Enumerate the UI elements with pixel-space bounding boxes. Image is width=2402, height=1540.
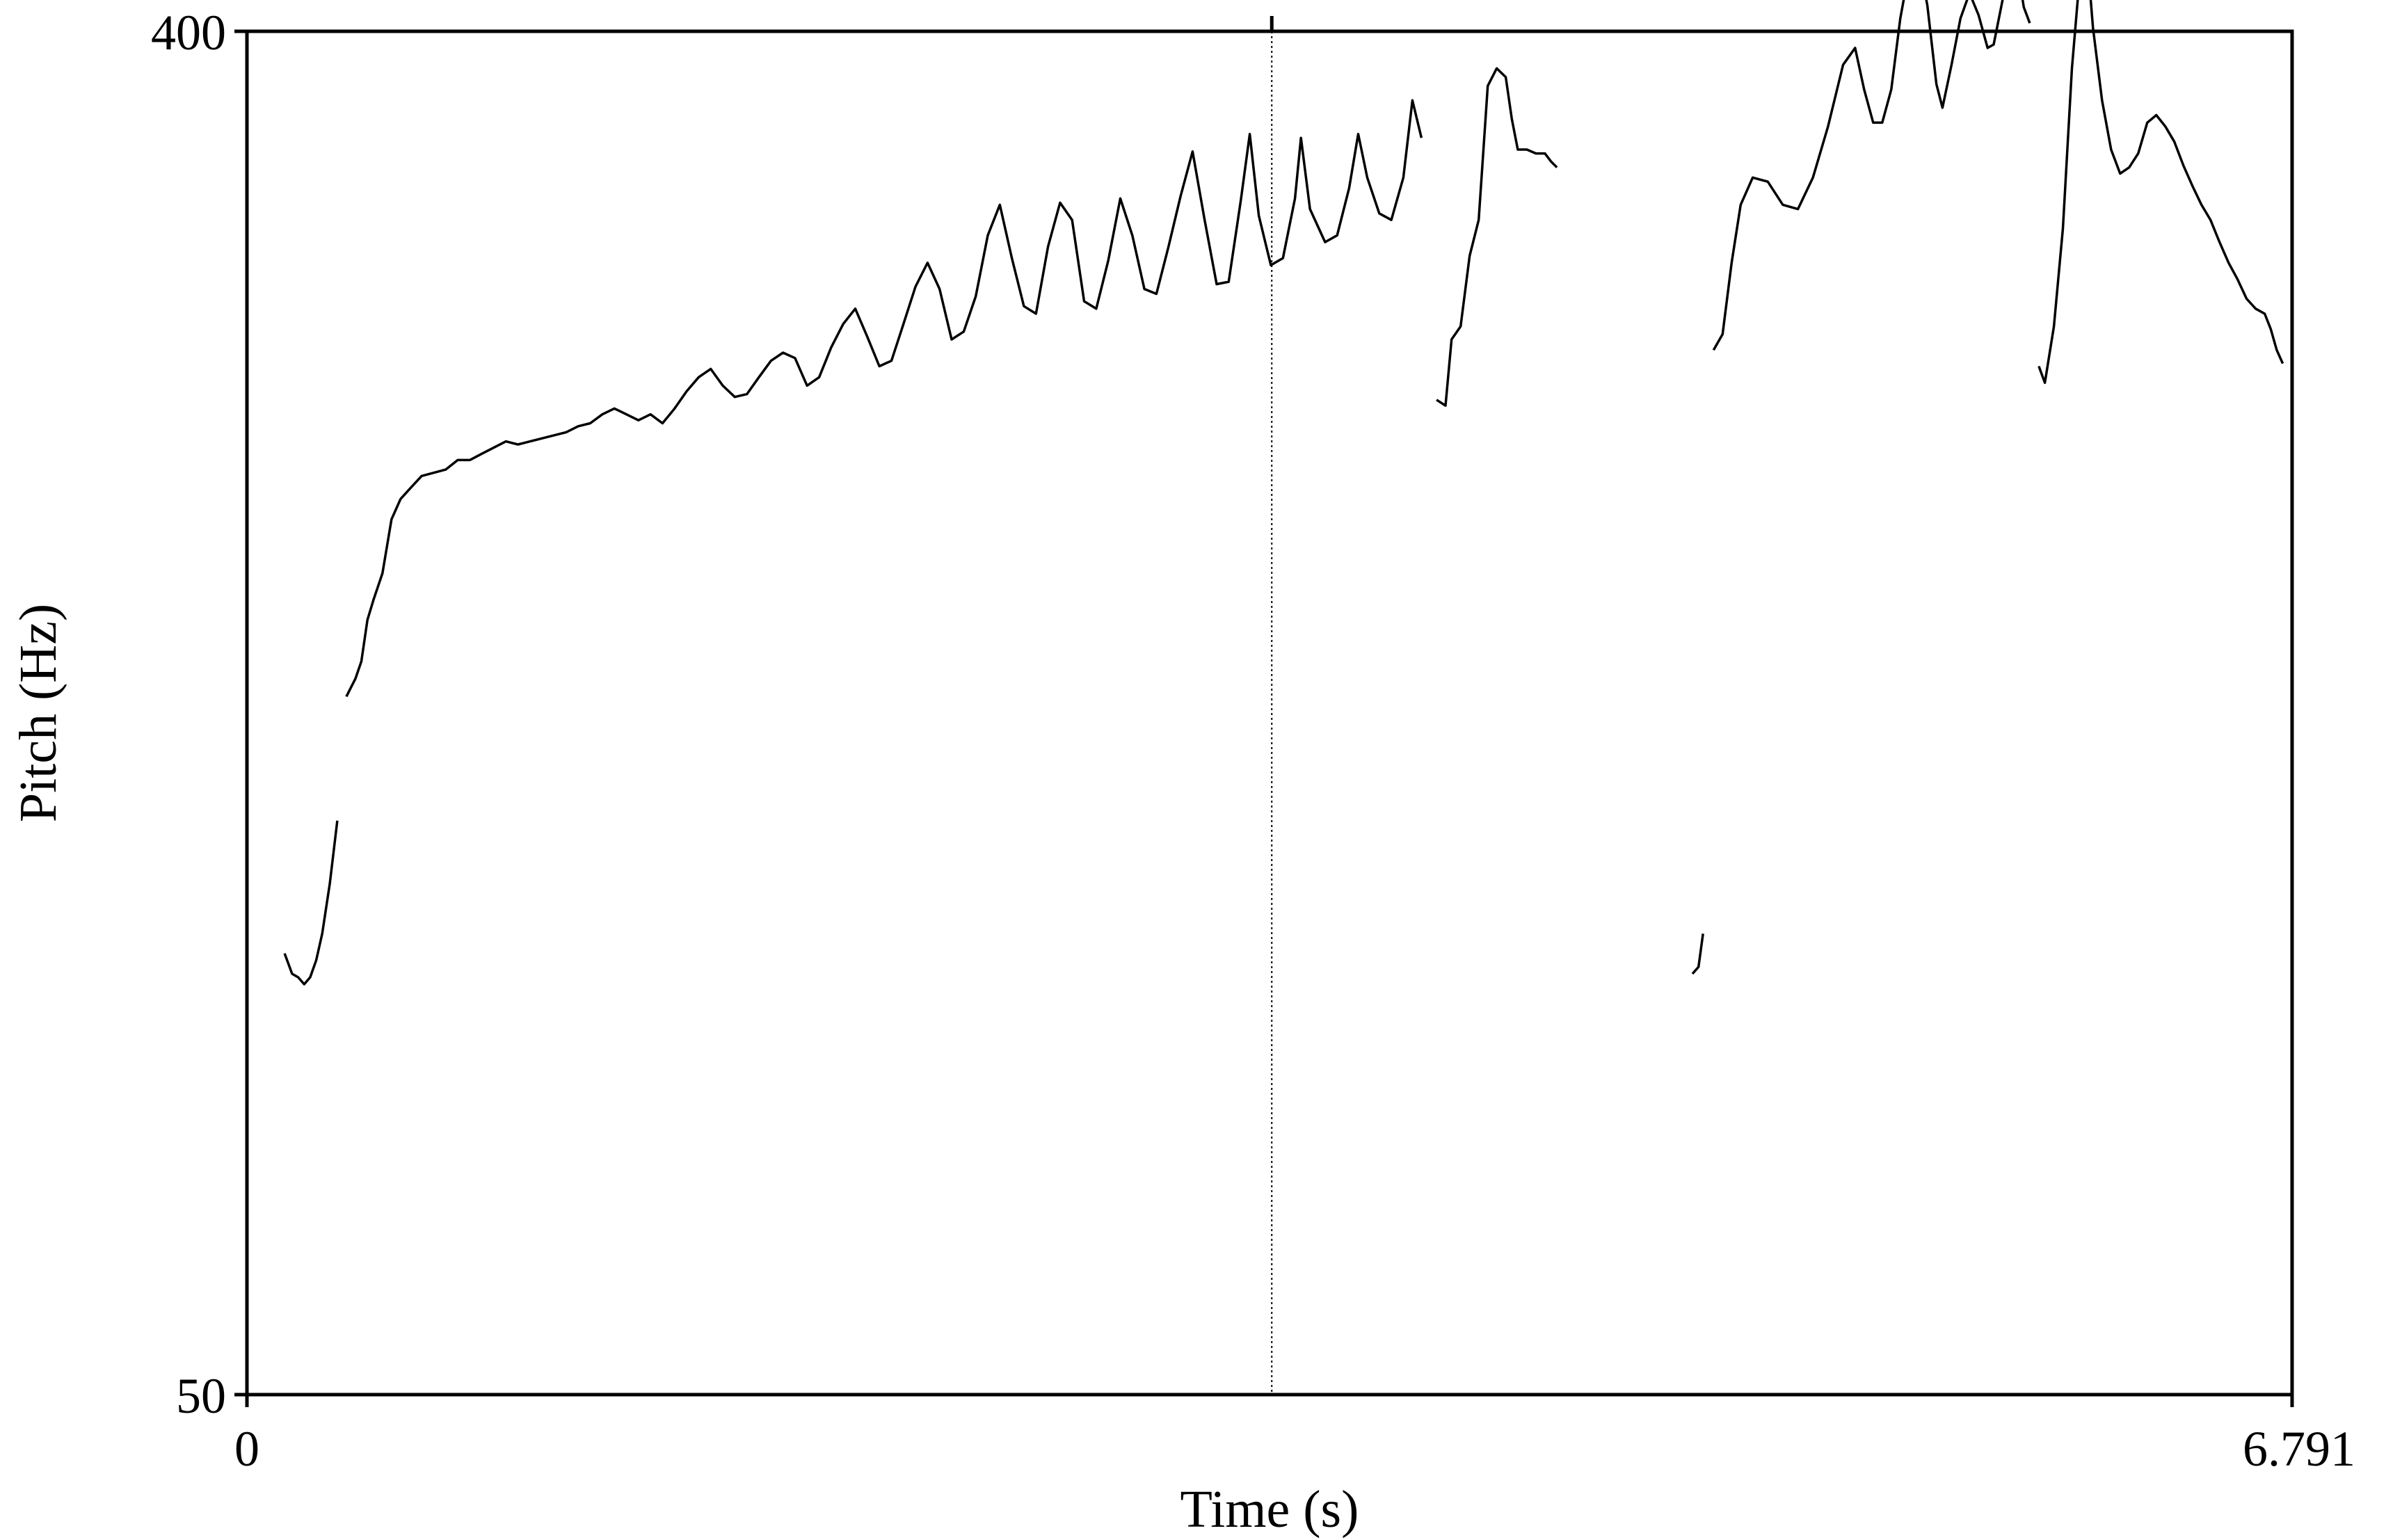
pitch-segment-1 bbox=[283, 820, 339, 986]
pitch-segment-3 bbox=[1436, 67, 1558, 407]
y-axis-title: Pitch (Hz) bbox=[9, 604, 67, 822]
plot-frame bbox=[245, 29, 2294, 1397]
y-tick-label-min: 50 bbox=[176, 1368, 226, 1424]
x-tick-label-max: 6.791 bbox=[2243, 1421, 2355, 1477]
x-axis-title: Time (s) bbox=[1180, 1480, 1359, 1539]
pitch-curve-group bbox=[283, 0, 2284, 986]
pitch-segment-4 bbox=[1691, 933, 1704, 975]
y-tick-label-max: 400 bbox=[151, 5, 226, 61]
pitch-segment-6 bbox=[2037, 0, 2284, 385]
pitch-segment-2 bbox=[345, 99, 1423, 698]
x-tick-label-min: 0 bbox=[234, 1421, 259, 1477]
pitch-segment-5 bbox=[1712, 0, 2031, 351]
